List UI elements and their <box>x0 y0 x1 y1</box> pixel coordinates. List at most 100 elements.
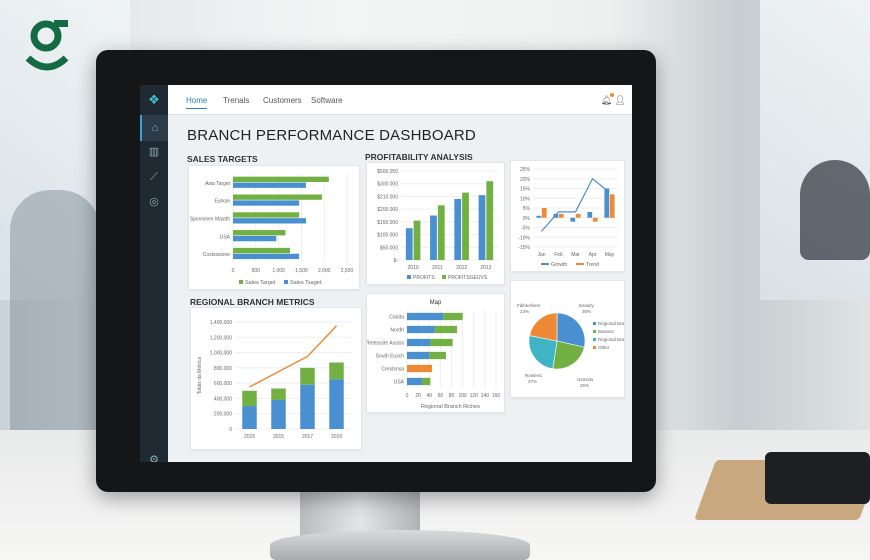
app-logo-icon: ❖ <box>148 92 160 107</box>
x-tick-label: 0 <box>232 268 235 274</box>
sidebar: ❖ ⌂ ▥ ⟋ ◎ ⚙ <box>140 85 168 462</box>
dashboard-screen: ❖ ⌂ ▥ ⟋ ◎ ⚙ Home Trenals Customers Softw… <box>140 85 632 462</box>
stacked-bar <box>329 379 344 429</box>
y-axis-label: Totals da Metrics <box>197 356 203 394</box>
settings-icon[interactable]: ⚙ <box>149 454 159 462</box>
bell-icon[interactable]: 🔔︎ <box>600 93 614 105</box>
legend-label: Sales Tsaget <box>290 280 322 286</box>
x-tick-label: 2019 <box>331 434 342 440</box>
pie-slice <box>552 340 585 370</box>
y-tick-label: $150.000 <box>377 220 398 226</box>
tab-home[interactable]: Home <box>186 96 208 109</box>
chart-svg: 0 200,000 400,000 600,000 800,000 1,000,000 1,… <box>197 320 351 440</box>
x-tick-label: May <box>605 252 615 258</box>
bar <box>429 351 446 360</box>
x-tick-label: 60 <box>438 393 444 399</box>
legend-label: Growth <box>551 262 567 268</box>
bar <box>454 198 462 260</box>
bar <box>604 188 610 218</box>
slice-label: Esasrly <box>579 303 595 308</box>
x-tick-label: 1,500 <box>295 268 308 274</box>
profitability-chart: $- $50.000 $100.000 $150.000 $200.000 $210.00… <box>366 162 505 285</box>
background-person-left <box>10 190 100 450</box>
slice-label: Rosterst <box>525 373 543 378</box>
legend-label: Regional Branch <box>598 337 624 342</box>
stacked-bar <box>242 390 257 407</box>
y-tick-label: $50.000 <box>380 245 398 251</box>
regional-metrics-chart: 0 200,000 400,000 600,000 800,000 1,000,000 1,… <box>190 307 362 450</box>
growth-line <box>541 177 610 232</box>
bar <box>413 220 421 260</box>
bar <box>430 215 437 260</box>
bar <box>233 182 306 188</box>
slice-label: Ustrvsts <box>577 377 594 382</box>
stacked-bar <box>300 384 315 429</box>
pie-chart: Esasrly 30% Ustrvsts 25% Rosterst 27% Fdihesfs… <box>510 280 625 398</box>
y-tick-label: $- <box>394 258 399 264</box>
bar <box>443 312 463 321</box>
background-person-right <box>800 160 870 260</box>
x-tick-label: 1,000 <box>272 268 285 274</box>
globe-icon[interactable]: ◎ <box>149 196 159 208</box>
home-icon[interactable]: ⌂ <box>140 115 168 141</box>
y-tick-label: $500.050 <box>377 169 398 175</box>
chart-icon[interactable]: ⟋ <box>150 171 158 183</box>
y-tick-label: 1,000,000 <box>210 351 232 357</box>
bar <box>462 192 469 260</box>
bar <box>407 312 444 321</box>
tab-software[interactable]: Software <box>311 96 343 105</box>
stacked-bar <box>329 362 344 380</box>
tablet <box>765 452 870 504</box>
page-title: BRANCH PERFORMANCE DASHBOARD <box>187 127 476 144</box>
x-tick-label: 2,500 <box>341 268 354 274</box>
bar <box>575 213 581 218</box>
y-tick-label: 1,400,000 <box>210 320 232 326</box>
x-tick-label: 2013 <box>480 265 491 271</box>
user-icon[interactable]: 👤︎ <box>614 95 626 105</box>
legend-label: Other <box>598 345 610 350</box>
y-tick-label: $300.000 <box>377 182 398 188</box>
tab-customers[interactable]: Customers <box>263 96 302 105</box>
x-tick-label: 0 <box>406 393 409 399</box>
chart-title: Map <box>430 300 442 306</box>
y-tick-label: 0 <box>229 427 232 433</box>
bar <box>233 253 300 260</box>
y-tick-label: $100.000 <box>377 233 398 239</box>
bar <box>570 217 576 222</box>
bar <box>407 338 431 347</box>
y-tick-label: 0% <box>523 216 531 222</box>
bar <box>437 205 445 260</box>
legend-swatch <box>407 275 411 279</box>
bar <box>233 194 322 200</box>
tab-trends[interactable]: Trenals <box>223 96 250 105</box>
bar <box>233 176 329 183</box>
bar <box>233 200 300 206</box>
bar <box>407 325 435 334</box>
x-tick-label: 2012 <box>456 265 467 271</box>
x-axis-label: Regional Branch Riches <box>421 404 480 410</box>
y-tick-label: $200.000 <box>377 207 398 213</box>
legend-label: PROFITS <box>413 275 435 281</box>
legend-swatch <box>593 322 596 325</box>
bar <box>558 213 564 218</box>
x-tick-label: 2015 <box>244 434 255 440</box>
legend-swatch <box>284 280 288 284</box>
bar <box>405 228 413 260</box>
legend-label: Regional Branch <box>598 321 624 326</box>
buildings-icon[interactable]: ▥ <box>148 146 160 158</box>
x-tick-label: Mar <box>571 252 580 258</box>
y-tick-label: -5% <box>521 226 530 232</box>
section-title-profit: PROFITABILITY ANALYSIS <box>365 152 473 162</box>
section-title-regional: REGIONAL BRANCH METRICS <box>190 297 315 307</box>
section-title-sales: SALES TARGETS <box>187 154 258 164</box>
chart-svg: 0 20 40 60 80 100 120 140 160 Canda Nordh Retessste… <box>367 300 500 410</box>
slice-percent: 23% <box>520 309 529 314</box>
notification-dot <box>610 93 614 97</box>
legend-swatch <box>541 263 549 265</box>
stacked-bar <box>242 406 257 429</box>
bar <box>233 247 290 254</box>
legend-swatch <box>593 330 596 333</box>
stacked-bar <box>271 399 286 429</box>
x-tick-label: 80 <box>449 393 455 399</box>
x-tick-label: 2,000 <box>318 268 331 274</box>
